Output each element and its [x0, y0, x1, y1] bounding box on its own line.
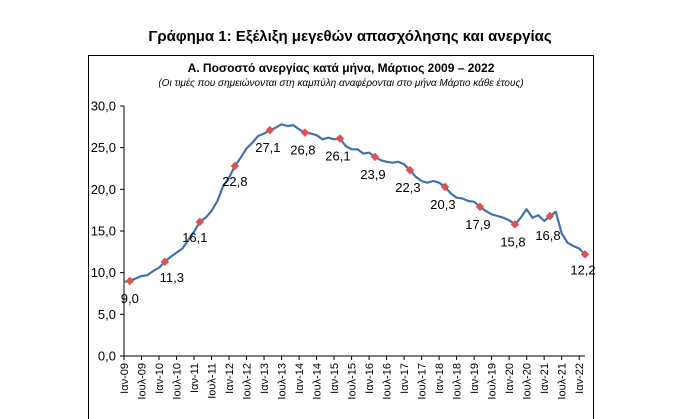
y-tick-label: 25,0	[91, 140, 116, 155]
data-label: 9,0	[121, 291, 139, 306]
x-tick-label: Ιουλ-20	[522, 363, 534, 400]
y-tick-label: 5,0	[98, 307, 116, 322]
x-tick-label: Ιουλ-09	[137, 363, 149, 400]
march-marker	[335, 134, 345, 143]
data-label: 27,1	[255, 140, 280, 155]
main-title: Γράφημα 1: Εξέλιξη μεγεθών απασχόλησης κ…	[148, 28, 552, 45]
data-label: 23,9	[360, 167, 385, 182]
x-tick-label: Ιουλ-11	[207, 363, 219, 399]
unemployment-series-line	[123, 123, 586, 283]
x-tick-label: Ιαν-13	[259, 363, 271, 394]
march-marker	[300, 128, 310, 137]
chart-title: Α. Ποσοστό ανεργίας κατά μήνα, Μάρτιος 2…	[187, 61, 495, 75]
x-tick-label: Ιαν-19	[469, 363, 481, 394]
x-tick-label: Ιουλ-19	[487, 363, 499, 400]
x-tick-label: Ιαν-11	[189, 363, 201, 393]
x-tick-label: Ιουλ-16	[382, 363, 394, 400]
data-label: 15,8	[500, 234, 525, 249]
march-marker	[370, 152, 380, 162]
x-tick-label: Ιαν-12	[224, 363, 236, 394]
data-label: 22,3	[395, 180, 420, 195]
series-line-group	[123, 123, 586, 283]
x-tick-label: Ιαν-17	[399, 363, 411, 394]
x-tick-label: Ιαν-09	[119, 363, 131, 394]
x-tick-label: Ιουλ-10	[172, 363, 184, 400]
march-marker	[440, 182, 450, 192]
data-label: 26,8	[290, 143, 315, 158]
x-tick-label: Ιουλ-17	[417, 363, 429, 400]
x-tick-label: Ιαν-15	[329, 363, 341, 394]
y-tick-label: 15,0	[91, 224, 116, 239]
data-label: 11,3	[160, 270, 184, 285]
y-tick-label: 20,0	[91, 182, 116, 197]
march-marker	[405, 165, 415, 175]
x-tick-label: Ιαν-16	[364, 363, 376, 394]
data-labels-group: 9,0 11,3 16,1 22,8 27,1 26,8 26,1 23,9 22,3 20,3 1…	[121, 140, 596, 306]
x-axis: Ιαν-09 Ιουλ-09 Ιαν-10 Ιουλ-10 Ιαν-11 Ιουλ-11 Ι…	[119, 355, 586, 400]
march-marker	[475, 202, 485, 212]
x-tick-label: Ιαν-10	[154, 363, 166, 394]
chart-subtitle: (Οι τιμές που σημειώνονται στη καμπύλη α…	[158, 78, 524, 89]
x-tick-label: Ιουλ-15	[347, 363, 359, 400]
march-marker	[230, 161, 240, 171]
x-tick-label: Ιαν-20	[504, 363, 516, 394]
data-label: 22,8	[222, 174, 247, 189]
march-marker	[160, 257, 170, 267]
x-tick-label: Ιουλ-21	[557, 363, 569, 400]
x-tick-label: Ιουλ-12	[242, 363, 254, 400]
march-marker	[125, 276, 135, 286]
x-tick-label: Ιαν-21	[539, 363, 551, 394]
march-marker	[195, 217, 205, 227]
y-tick-label: 30,0	[91, 99, 116, 114]
y-tick-label: 10,0	[91, 265, 116, 280]
chart-frame	[88, 55, 594, 419]
data-label: 26,1	[325, 149, 350, 164]
y-axis: 0,0 5,0 10,0 15,0 20,0 25,0 30,0	[91, 99, 125, 364]
data-label: 12,2	[570, 262, 595, 277]
data-label: 20,3	[430, 197, 455, 212]
data-label: 17,9	[465, 217, 490, 232]
x-tick-label: Ιαν-14	[294, 363, 306, 394]
x-tick-label: Ιουλ-14	[312, 363, 324, 400]
data-label: 16,8	[535, 228, 560, 243]
data-label: 16,1	[182, 230, 207, 245]
x-tick-label: Ιαν-22	[574, 363, 586, 394]
x-tick-label: Ιουλ-18	[452, 363, 464, 400]
x-tick-label: Ιαν-18	[434, 363, 446, 394]
y-tick-label: 0,0	[98, 349, 116, 364]
x-tick-label: Ιουλ-13	[277, 363, 289, 400]
